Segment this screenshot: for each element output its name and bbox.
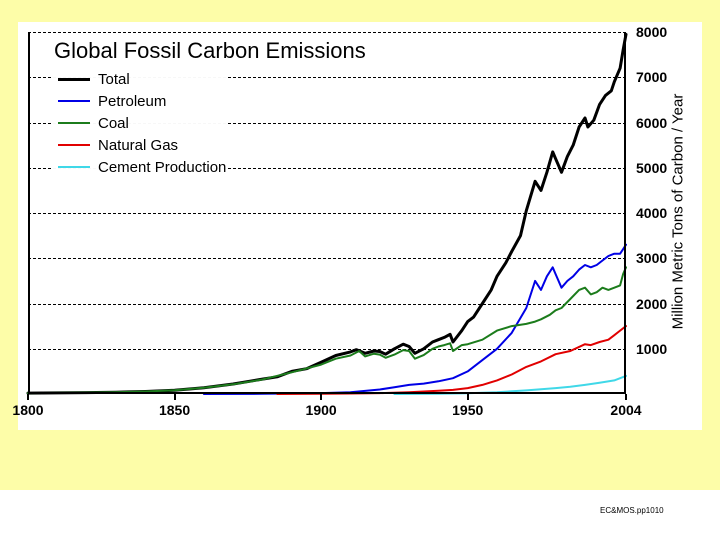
legend-item: Petroleum: [52, 90, 226, 112]
legend-swatch: [58, 166, 90, 168]
legend-item: Cement Production: [52, 156, 226, 178]
y-axis-title: Million Metric Tons of Carbon / Year: [670, 31, 687, 393]
y-tick-label: 3000: [636, 250, 667, 266]
legend-label: Coal: [98, 115, 129, 132]
x-tick: [174, 394, 176, 400]
legend-item: Natural Gas: [52, 134, 226, 156]
x-tick: [27, 394, 29, 400]
x-tick-label: 1950: [452, 402, 483, 418]
legend-item: Total: [52, 68, 226, 90]
series-coal: [28, 267, 626, 393]
y-tick-label: 1000: [636, 341, 667, 357]
axis-bottom: [28, 392, 626, 394]
y-tick-label: 5000: [636, 160, 667, 176]
page-root: Global Fossil Carbon Emissions Total Petr…: [0, 0, 720, 540]
legend-label: Total: [98, 71, 130, 88]
legend-item: Coal: [52, 112, 226, 134]
legend-label: Petroleum: [98, 93, 166, 110]
y-tick-label: 7000: [636, 69, 667, 85]
x-tick-label: 2004: [610, 402, 641, 418]
legend-swatch: [58, 122, 90, 124]
x-tick-label: 1800: [12, 402, 43, 418]
x-tick-label: 1900: [306, 402, 337, 418]
x-tick-label: 1850: [159, 402, 190, 418]
y-tick-label: 2000: [636, 296, 667, 312]
y-tick-label: 4000: [636, 205, 667, 221]
legend-swatch: [58, 100, 90, 102]
chart-title: Global Fossil Carbon Emissions: [54, 38, 366, 64]
legend: Total Petroleum Coal Natural Gas Cement Prod…: [52, 68, 226, 178]
legend-label: Natural Gas: [98, 137, 178, 154]
x-tick: [467, 394, 469, 400]
y-tick-label: 8000: [636, 24, 667, 40]
series-petroleum: [204, 245, 626, 394]
legend-label: Cement Production: [98, 159, 226, 176]
chart-box: Global Fossil Carbon Emissions Total Petr…: [18, 22, 702, 430]
axis-left: [28, 32, 30, 394]
legend-swatch: [58, 144, 90, 146]
footer-reference: EC&MOS.pp1010: [600, 506, 664, 515]
x-tick: [320, 394, 322, 400]
y-tick-label: 6000: [636, 115, 667, 131]
axis-right: [624, 32, 626, 394]
legend-swatch: [58, 78, 90, 81]
x-tick: [625, 394, 627, 400]
